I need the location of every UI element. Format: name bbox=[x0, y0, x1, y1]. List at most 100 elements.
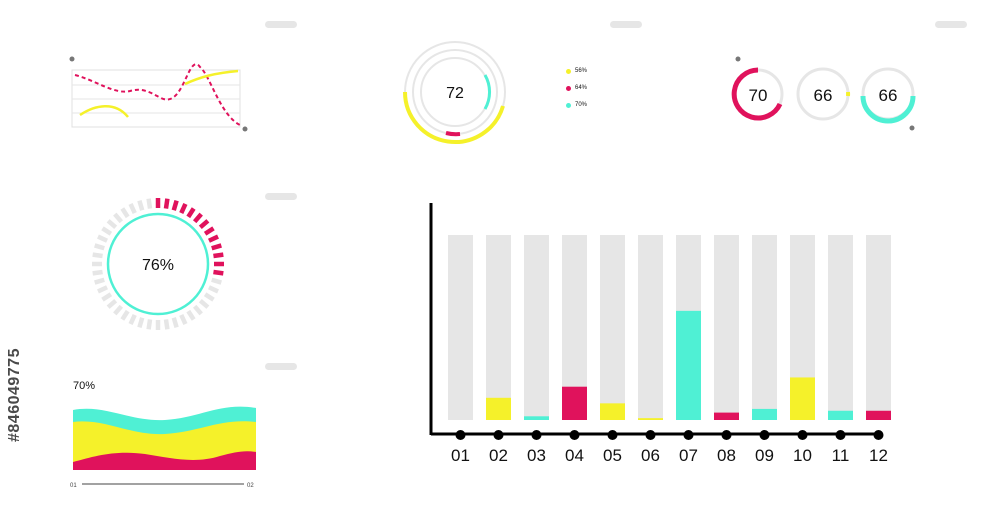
placeholder-pill bbox=[265, 21, 297, 28]
bar-fill bbox=[600, 403, 625, 420]
donut-tick bbox=[120, 207, 130, 219]
donut-tick bbox=[198, 219, 210, 230]
legend-swatch bbox=[566, 68, 571, 74]
bar-fill bbox=[714, 412, 739, 420]
donut-tick bbox=[101, 226, 113, 236]
donut-tick bbox=[186, 207, 196, 219]
donut-tick bbox=[192, 212, 203, 224]
donut-tick bbox=[128, 203, 137, 214]
x-tick-label: 06 bbox=[641, 446, 660, 465]
donut-tick bbox=[113, 304, 124, 316]
kpi-ring: 66 bbox=[860, 67, 916, 124]
donut-tick bbox=[213, 269, 224, 276]
kpi-ring: 70 bbox=[731, 67, 784, 121]
donut-tick bbox=[163, 198, 170, 209]
placeholder-pill bbox=[935, 21, 967, 28]
mini-line-chart bbox=[69, 56, 248, 132]
magenta-series-line bbox=[74, 63, 241, 126]
stock-id-label: #846049775 bbox=[6, 348, 23, 442]
donut-tick bbox=[128, 314, 137, 325]
donut-tick bbox=[208, 285, 219, 294]
donut-tick bbox=[97, 285, 108, 294]
donut-tick bbox=[97, 234, 108, 243]
donut-tick bbox=[192, 304, 203, 316]
placeholder-pill bbox=[610, 21, 642, 28]
bar-track bbox=[828, 235, 853, 420]
bar-track bbox=[866, 235, 891, 420]
ring-arc-yellow bbox=[403, 91, 505, 144]
kpi-ring-arc bbox=[731, 67, 783, 121]
donut-tick bbox=[211, 243, 222, 251]
x-tick-dot bbox=[607, 430, 618, 440]
x-tick-label: 01 bbox=[451, 446, 470, 465]
placeholder-pill bbox=[265, 363, 297, 370]
donut-tick bbox=[179, 314, 188, 325]
donut-tick bbox=[137, 317, 145, 328]
ring-arc-cyan bbox=[483, 74, 492, 110]
bar-fill bbox=[790, 377, 815, 420]
bar-fill bbox=[562, 386, 587, 420]
x-tick-dot bbox=[569, 430, 580, 440]
x-tick-group: 01 02 03 04 05 06 07 08 09 10 11 12 bbox=[451, 430, 888, 465]
ring-arc-magenta bbox=[445, 131, 461, 137]
yellow-series-line bbox=[184, 69, 239, 86]
x-tick-dot bbox=[759, 430, 770, 440]
donut-tick bbox=[208, 234, 219, 243]
donut-tick bbox=[106, 298, 118, 309]
axis-dot bbox=[242, 126, 248, 132]
x-tick-label: 09 bbox=[755, 446, 774, 465]
bar-fill bbox=[676, 310, 701, 420]
donut-tick bbox=[94, 277, 105, 285]
donut-tick bbox=[106, 219, 118, 230]
legend-swatch bbox=[566, 85, 571, 91]
ring-center-value: 72 bbox=[446, 85, 464, 102]
donut-tick bbox=[198, 298, 210, 309]
rings-legend: 56% 64% 70% bbox=[566, 68, 606, 108]
donut-tick bbox=[171, 317, 179, 328]
yellow-series-line bbox=[79, 105, 129, 118]
x-tick-label: 08 bbox=[717, 446, 736, 465]
donut-tick bbox=[113, 212, 124, 224]
placeholder-pill bbox=[265, 193, 297, 200]
donut-tick bbox=[211, 277, 222, 285]
x-tick-label: 11 bbox=[832, 446, 850, 465]
donut-tick bbox=[120, 309, 130, 321]
axis-dot bbox=[69, 56, 75, 62]
legend-item: 56% bbox=[566, 68, 606, 74]
x-tick-dot bbox=[645, 430, 656, 440]
bar-fill bbox=[752, 408, 777, 420]
kpi-ring-value: 66 bbox=[814, 86, 833, 105]
bar-fill bbox=[486, 397, 511, 420]
kpi-ring-value: 70 bbox=[749, 86, 768, 105]
x-tick-label: 05 bbox=[603, 446, 622, 465]
donut-tick bbox=[186, 309, 196, 321]
bar-track bbox=[638, 235, 663, 420]
x-tick-label: 03 bbox=[527, 446, 546, 465]
donut-tick bbox=[203, 226, 215, 236]
donut-tick bbox=[137, 200, 145, 211]
x-tick-dot bbox=[797, 430, 808, 440]
x-tick-dot bbox=[721, 430, 732, 440]
legend-label: 70% bbox=[575, 102, 588, 108]
bar-track bbox=[448, 235, 473, 420]
donut-tick bbox=[146, 319, 153, 330]
donut-tick bbox=[213, 252, 224, 259]
legend-item: 70% bbox=[566, 102, 606, 108]
donut-tick bbox=[92, 269, 103, 276]
bar-fill bbox=[638, 418, 663, 420]
x-tick-dot bbox=[455, 430, 466, 440]
wave-band-magenta bbox=[73, 451, 256, 470]
segmented-donut-gauge: 76% bbox=[92, 198, 224, 330]
donut-tick bbox=[92, 252, 103, 259]
bar-track bbox=[486, 235, 511, 420]
donut-tick bbox=[94, 243, 105, 251]
bar-track bbox=[714, 235, 739, 420]
bar-track bbox=[600, 235, 625, 420]
concentric-ring-gauge: 72 bbox=[403, 41, 506, 144]
donut-tick bbox=[203, 292, 215, 302]
stacked-wave-chart: 01 02 bbox=[70, 406, 256, 489]
donut-ticks bbox=[92, 198, 224, 330]
wave-percent-label: 70% bbox=[73, 380, 96, 392]
kpi-ring-arc bbox=[860, 95, 916, 124]
wave-axis-end: 02 bbox=[247, 483, 254, 489]
